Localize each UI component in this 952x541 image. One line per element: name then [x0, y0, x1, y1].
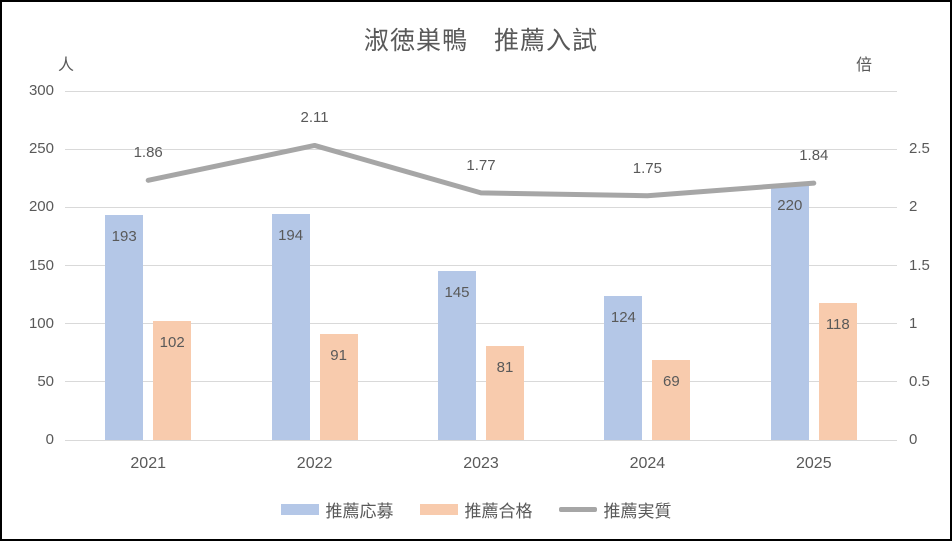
legend-item-suisen-jisshitsu: 推薦実質 [558, 497, 672, 522]
bar-suisen-oubo-2021 [105, 215, 144, 440]
bar-suisen-goukaku-2025 [818, 302, 857, 440]
bar-suisen-goukaku-2024 [652, 359, 691, 440]
bar-value-label-suisen-goukaku-2024: 69 [663, 372, 680, 390]
bar-suisen-goukaku-2023 [486, 345, 524, 440]
line-value-label-suisen-jisshitsu-2022: 2.11 [300, 109, 329, 127]
legend-label-suisen-goukaku: 推薦合格 [464, 502, 533, 521]
gridline [65, 206, 897, 208]
bar-value-label-suisen-oubo-2021: 193 [111, 228, 137, 246]
legend-label-suisen-jisshitsu: 推薦実質 [603, 502, 672, 521]
right-axis-unit-label: 倍 [855, 57, 872, 74]
legend-swatch-suisen-jisshitsu [558, 507, 597, 512]
bar-value-label-suisen-goukaku-2021: 102 [159, 334, 185, 352]
y-axis-tick-left: 150 [28, 256, 54, 274]
gridline [65, 90, 897, 92]
line-value-label-suisen-jisshitsu-2021: 1.86 [133, 144, 163, 162]
chart-title: 淑徳巣鴨 推薦入試 [363, 27, 598, 55]
bar-value-label-suisen-goukaku-2022: 91 [330, 347, 347, 365]
y-axis-tick-left: 0 [45, 431, 54, 448]
bar-value-label-suisen-oubo-2023: 145 [444, 284, 470, 302]
chart-legend: 推薦応募 推薦合格 推薦実質 [2, 497, 950, 522]
bar-value-label-suisen-goukaku-2023: 81 [496, 358, 514, 376]
y-axis-tick-right: 0.5 [909, 372, 930, 390]
bar-suisen-goukaku-2021 [153, 321, 192, 440]
legend-swatch-suisen-oubo [280, 504, 319, 515]
line-value-label-suisen-jisshitsu-2025: 1.84 [799, 147, 829, 165]
gridline [65, 148, 897, 150]
gridline [65, 265, 897, 266]
y-axis-tick-right: 2.5 [909, 140, 930, 158]
x-axis-tick-2025: 2025 [796, 455, 832, 472]
legend-item-suisen-oubo: 推薦応募 [280, 497, 394, 522]
line-value-label-suisen-jisshitsu-2024: 1.75 [632, 159, 662, 177]
gridline [65, 323, 897, 325]
bar-value-label-suisen-goukaku-2025: 118 [825, 315, 850, 333]
bar-value-label-suisen-oubo-2025: 220 [777, 197, 803, 215]
y-axis-tick-right: 1.5 [909, 256, 930, 274]
legend-swatch-suisen-goukaku [419, 504, 458, 515]
y-axis-tick-right [909, 81, 949, 101]
line-value-label-suisen-jisshitsu-2023: 1.77 [466, 156, 496, 174]
x-axis-tick-2021: 2021 [130, 455, 166, 472]
y-axis-tick-left: 250 [28, 140, 54, 158]
bar-suisen-oubo-2022 [271, 214, 310, 440]
x-axis-tick-2022: 2022 [296, 455, 333, 472]
x-axis-tick-2023: 2023 [463, 455, 499, 472]
y-axis-tick-left: 50 [37, 372, 54, 390]
y-axis-tick-left: 300 [28, 82, 54, 99]
bar-suisen-oubo-2024 [604, 295, 643, 440]
bar-value-label-suisen-oubo-2024: 124 [610, 308, 636, 326]
legend-label-suisen-oubo: 推薦応募 [325, 502, 394, 521]
legend-item-suisen-goukaku: 推薦合格 [419, 497, 533, 522]
x-axis-tick-2024: 2024 [629, 455, 666, 472]
y-axis-tick-right: 0 [909, 431, 918, 448]
bar-value-label-suisen-oubo-2022: 194 [278, 227, 304, 245]
bar-suisen-goukaku-2022 [319, 334, 358, 440]
gridline [65, 381, 897, 383]
y-axis-tick-left: 200 [28, 198, 54, 216]
y-axis-tick-right: 1 [909, 314, 918, 332]
y-axis-tick-right: 2 [909, 198, 918, 216]
left-axis-unit-label: 人 [57, 57, 74, 74]
gridline [65, 439, 897, 441]
bar-suisen-oubo-2025 [770, 184, 809, 440]
bar-suisen-oubo-2023 [438, 271, 476, 440]
y-axis-tick-left: 100 [28, 314, 54, 332]
